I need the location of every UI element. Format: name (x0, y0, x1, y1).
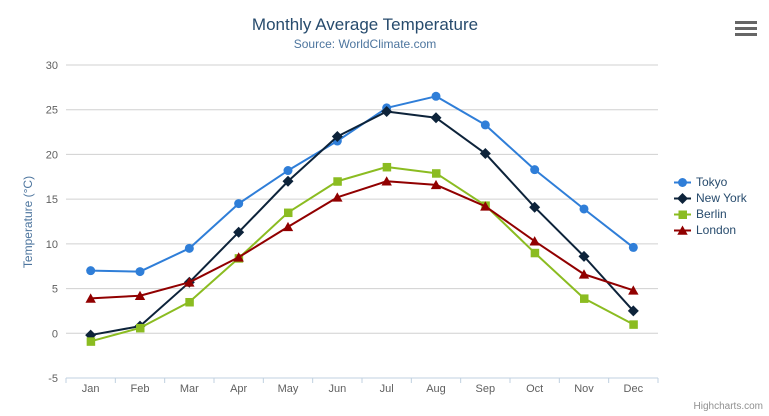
point-london-mar[interactable] (184, 277, 195, 287)
point-london-aug[interactable] (430, 179, 442, 190)
point-berlin-oct[interactable] (530, 248, 540, 258)
point-london-jun[interactable] (332, 192, 343, 202)
point-berlin-feb[interactable] (136, 323, 145, 333)
legend-circle-icon (674, 177, 691, 187)
legend-item-tokyo[interactable]: Tokyo (674, 174, 747, 190)
series-berlin-line[interactable] (89, 165, 635, 343)
point-berlin-nov[interactable] (580, 294, 589, 303)
point-tokyo-nov[interactable] (579, 204, 589, 214)
point-london-oct[interactable] (529, 236, 540, 246)
legend-item-london[interactable]: London (674, 222, 747, 238)
point-new-york-may[interactable] (282, 175, 294, 187)
point-london-feb[interactable] (134, 290, 146, 301)
x-axis-label: Jan (82, 383, 100, 395)
y-axis-label: 5 (52, 284, 58, 296)
point-new-york-apr[interactable] (233, 226, 245, 238)
x-axis-label: Dec (624, 383, 644, 395)
x-axis-label: May (278, 383, 299, 395)
x-axis-label: Nov (574, 383, 594, 395)
hamburger-icon (735, 33, 757, 36)
y-axis-title: Temperature (°C) (21, 175, 35, 269)
x-axis-label: Mar (180, 383, 199, 395)
y-axis-label: 10 (46, 239, 58, 251)
legend-symbol-marker (677, 192, 688, 204)
legend-square-icon (674, 210, 691, 219)
y-axis-label: 30 (46, 60, 58, 72)
point-new-york-oct[interactable] (529, 201, 541, 213)
point-berlin-jun[interactable] (333, 177, 342, 186)
point-tokyo-aug[interactable] (431, 91, 441, 101)
legend-symbol-marker (677, 225, 688, 235)
legend-symbol-marker (678, 210, 687, 219)
point-tokyo-feb[interactable] (135, 267, 145, 277)
legend: Tokyo New York Berlin London (674, 174, 747, 238)
legend-item-label: Tokyo (696, 175, 728, 189)
point-london-nov[interactable] (578, 269, 590, 279)
point-berlin-dec[interactable] (629, 320, 638, 329)
point-tokyo-may[interactable] (283, 166, 293, 176)
point-new-york-sep[interactable] (479, 148, 491, 160)
y-axis-label: -5 (48, 373, 58, 385)
legend-symbol-marker (678, 177, 687, 187)
point-new-york-aug[interactable] (430, 112, 442, 124)
point-tokyo-oct[interactable] (530, 165, 540, 175)
credits-link[interactable]: Highcharts.com (693, 401, 763, 412)
point-berlin-jan[interactable] (86, 337, 96, 346)
legend-item-label: London (696, 223, 737, 237)
series-london-line[interactable] (89, 180, 635, 300)
point-new-york-dec[interactable] (627, 305, 639, 317)
point-tokyo-apr[interactable] (234, 199, 244, 209)
point-london-sep[interactable] (480, 201, 491, 211)
point-berlin-aug[interactable] (432, 169, 441, 178)
point-london-may[interactable] (282, 221, 294, 232)
chart-title: Monthly Average Temperature (251, 15, 479, 34)
hamburger-icon (735, 27, 757, 30)
legend-diamond-icon (674, 192, 691, 204)
x-axis-label: Sep (476, 383, 496, 395)
point-new-york-nov[interactable] (578, 250, 590, 262)
x-axis-label: Jun (328, 383, 346, 395)
point-berlin-mar[interactable] (185, 297, 194, 307)
legend-item-new-york[interactable]: New York (674, 190, 747, 206)
x-axis-label: Aug (426, 383, 446, 395)
point-tokyo-jan[interactable] (86, 266, 96, 276)
point-berlin-jul[interactable] (382, 162, 392, 172)
point-tokyo-mar[interactable] (184, 243, 194, 253)
series-tokyo-line[interactable] (89, 95, 635, 273)
point-london-jul[interactable] (381, 176, 392, 186)
legend-triangle-icon (674, 225, 691, 235)
legend-item-berlin[interactable]: Berlin (674, 206, 747, 222)
point-london-dec[interactable] (628, 285, 639, 295)
point-new-york-jul[interactable] (381, 106, 393, 118)
y-axis-label: 15 (46, 194, 58, 206)
x-axis-label: Feb (131, 383, 150, 395)
y-axis-label: 20 (46, 149, 58, 161)
hamburger-icon (735, 21, 757, 24)
point-berlin-may[interactable] (284, 208, 293, 218)
export-menu-button[interactable] (735, 21, 757, 39)
x-axis-label: Jul (380, 383, 394, 395)
y-axis-label: 0 (52, 328, 58, 340)
y-axis-label: 25 (46, 105, 58, 117)
x-axis-label: Apr (230, 383, 247, 395)
chart-subtitle: Source: WorldClimate.com (293, 37, 437, 51)
point-tokyo-dec[interactable] (628, 242, 638, 252)
point-tokyo-sep[interactable] (480, 120, 490, 130)
x-axis-label: Oct (526, 383, 543, 395)
point-london-apr[interactable] (233, 252, 244, 262)
series-new-york-line[interactable] (89, 110, 635, 337)
legend-item-label: Berlin (696, 207, 727, 221)
legend-item-label: New York (696, 191, 747, 205)
point-london-jan[interactable] (85, 293, 96, 303)
point-new-york-jun[interactable] (331, 131, 343, 143)
